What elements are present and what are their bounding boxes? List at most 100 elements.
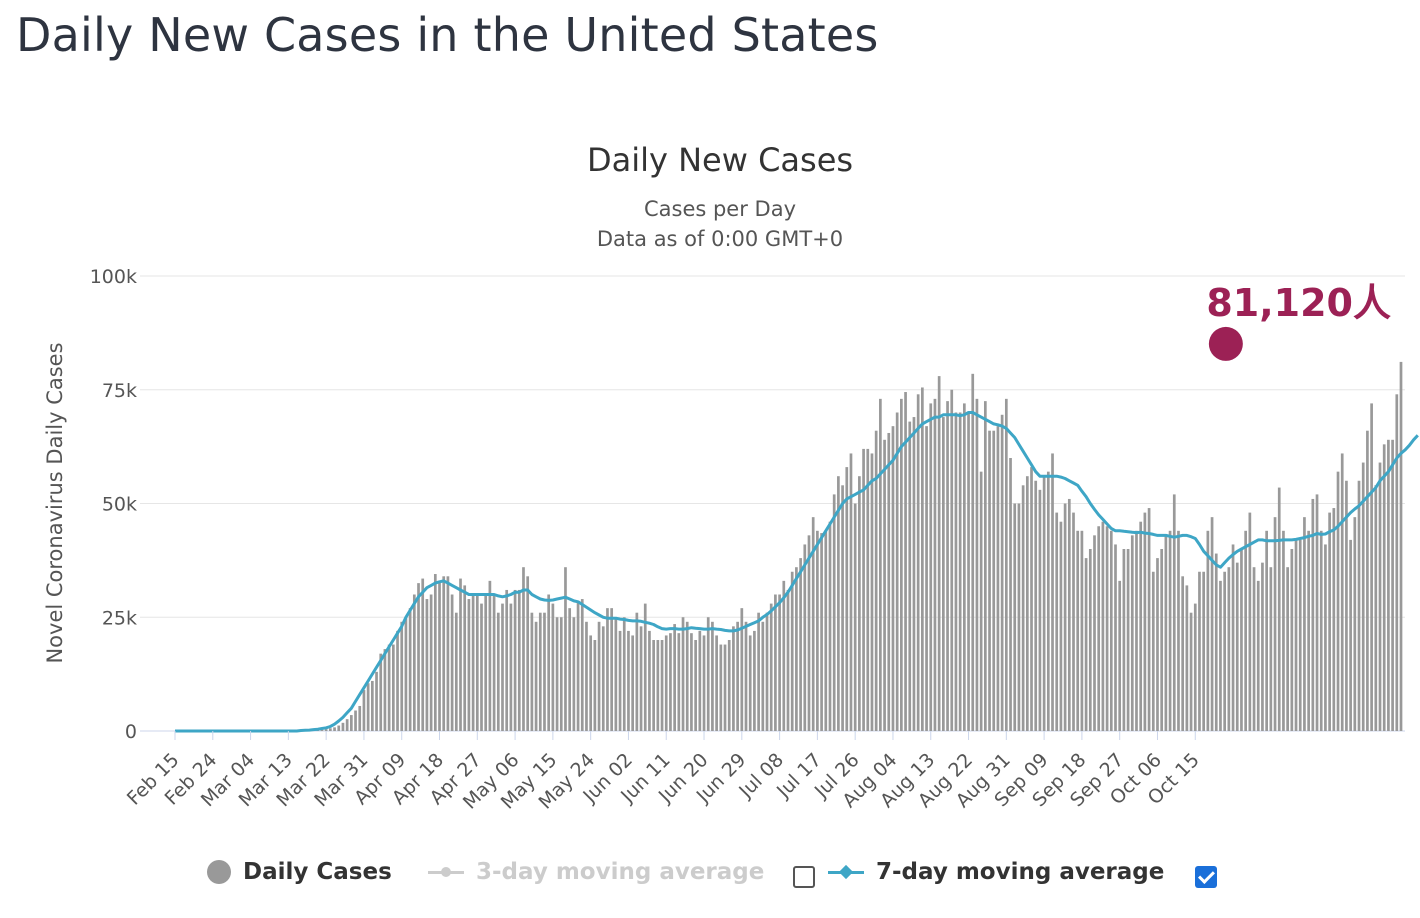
daily-case-bar: [719, 644, 723, 731]
daily-case-bar: [694, 640, 697, 731]
daily-case-bar: [1319, 530, 1323, 731]
daily-case-bar: [807, 535, 811, 731]
daily-case-bar: [635, 612, 639, 731]
daily-case-bar: [1353, 517, 1357, 731]
daily-case-bar: [1177, 530, 1180, 731]
daily-case-bar: [1261, 562, 1264, 731]
daily-case-bar: [1055, 512, 1059, 731]
daily-case-bar: [887, 432, 891, 731]
daily-case-bar: [803, 544, 807, 731]
daily-case-bar: [816, 530, 819, 731]
daily-case-bar: [509, 603, 513, 731]
daily-case-bar: [564, 567, 567, 731]
y-tick-label: 50k: [102, 494, 137, 516]
daily-case-bar: [879, 398, 882, 731]
daily-case-bar: [1282, 530, 1285, 731]
peak-value-label: 81,120人: [1206, 281, 1391, 325]
daily-case-bar: [593, 640, 597, 731]
daily-case-bar: [1067, 498, 1071, 731]
bar-layer: [299, 361, 1403, 731]
daily-case-bar: [1277, 487, 1281, 731]
checkbox-3-day-average[interactable]: [793, 866, 815, 888]
daily-case-bar: [727, 640, 731, 731]
legend-label-daily-cases: Daily Cases: [243, 859, 392, 885]
daily-case-bar: [942, 417, 945, 731]
daily-case-bar: [1084, 558, 1088, 731]
legend-item-3-day-average[interactable]: 3-day moving average: [428, 850, 764, 894]
daily-case-bar: [677, 633, 681, 731]
daily-case-bar: [614, 617, 618, 731]
legend-item-7-day-average[interactable]: 7-day moving average: [828, 850, 1164, 894]
daily-case-bar: [660, 640, 664, 731]
daily-case-bar: [1202, 571, 1206, 731]
daily-case-bar: [438, 580, 441, 731]
daily-case-bar: [1185, 585, 1189, 731]
daily-case-bar: [358, 705, 362, 731]
daily-case-bar: [962, 403, 966, 731]
daily-case-bar: [1093, 535, 1096, 731]
daily-case-bar: [429, 594, 433, 731]
daily-case-bar: [669, 633, 672, 731]
daily-case-bar: [396, 630, 399, 731]
daily-case-bar: [958, 412, 962, 731]
daily-case-bar: [1332, 508, 1336, 731]
daily-case-bar: [904, 392, 907, 731]
daily-case-bar: [841, 485, 844, 731]
daily-case-bar: [1000, 414, 1004, 731]
daily-case-bar: [442, 576, 446, 731]
checkbox-7-day-average[interactable]: [1195, 866, 1217, 888]
daily-case-bar: [1214, 553, 1218, 731]
daily-case-bar: [774, 594, 777, 731]
daily-case-bar: [732, 626, 735, 731]
daily-case-bar: [320, 729, 324, 731]
daily-case-bar: [375, 671, 378, 731]
daily-case-bar: [1118, 580, 1122, 731]
daily-case-bar: [1231, 544, 1235, 731]
daily-case-bar: [589, 635, 593, 731]
daily-case-bar: [895, 412, 899, 731]
line-layer: [175, 411, 1419, 733]
daily-case-bar: [971, 373, 975, 731]
annotation-layer: 81,120人: [1206, 281, 1391, 361]
daily-case-bar: [1004, 398, 1008, 731]
daily-case-bar: [1160, 549, 1164, 731]
daily-case-bar: [706, 617, 710, 731]
legend-item-daily-cases[interactable]: Daily Cases: [207, 850, 392, 894]
daily-case-bar: [1013, 503, 1017, 731]
daily-case-bar: [837, 476, 840, 731]
daily-case-bar: [992, 430, 996, 731]
daily-case-bar: [329, 728, 332, 731]
daily-case-bar: [433, 574, 437, 731]
daily-case-bar: [572, 617, 576, 731]
daily-case-bar: [1130, 535, 1134, 731]
daily-case-bar: [1097, 526, 1101, 731]
daily-case-bar: [736, 621, 739, 731]
daily-case-bar: [900, 398, 903, 731]
daily-case-bar: [1235, 562, 1239, 731]
daily-case-bar: [1206, 530, 1210, 731]
daily-case-bar: [475, 594, 479, 731]
daily-case-bar: [996, 426, 1000, 731]
y-axis-label: Novel Coronavirus Daily Cases: [43, 342, 67, 663]
daily-case-bar: [1088, 549, 1092, 731]
daily-case-bar: [748, 635, 752, 731]
daily-case-bar: [622, 617, 626, 731]
daily-case-bar: [1391, 439, 1394, 731]
daily-case-bar: [870, 453, 874, 731]
daily-case-bar: [761, 621, 765, 731]
daily-case-bar: [715, 635, 718, 731]
daily-case-bar: [463, 585, 467, 731]
daily-case-bar: [1143, 512, 1147, 731]
daily-case-bar: [1210, 517, 1214, 731]
daily-case-bar: [568, 608, 572, 731]
daily-case-bar: [1387, 439, 1390, 731]
daily-case-bar: [933, 398, 937, 731]
daily-case-bar: [765, 612, 769, 731]
page-title: Daily New Cases in the United States: [16, 8, 879, 62]
chart-title: Daily New Cases: [587, 141, 853, 179]
daily-case-bar: [1349, 539, 1352, 731]
daily-case-bar: [1072, 512, 1075, 731]
daily-case-bar: [782, 580, 786, 731]
daily-case-bar: [1395, 394, 1399, 731]
legend-label-7-day-average: 7-day moving average: [876, 859, 1165, 885]
